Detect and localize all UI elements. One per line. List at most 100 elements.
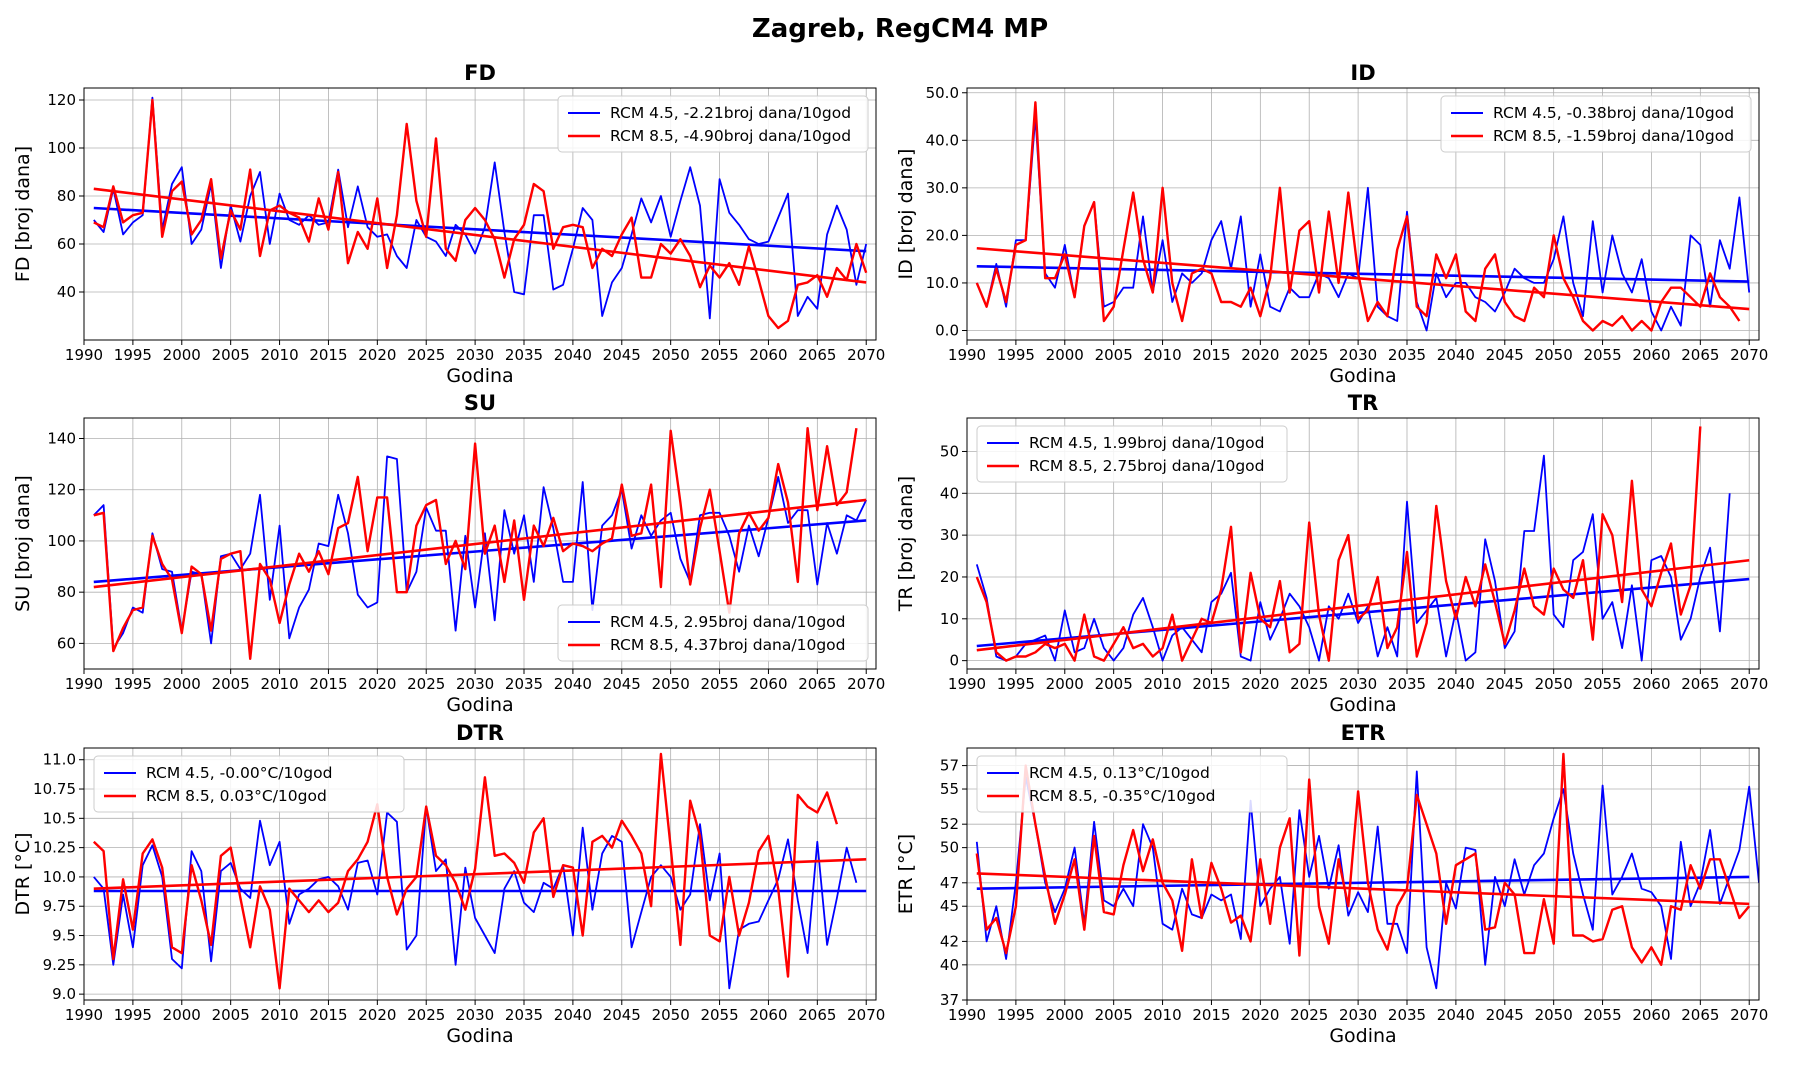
- x-tick-label: 2040: [554, 1006, 592, 1024]
- plot-frame: [966, 417, 1760, 670]
- x-tick-label: 2050: [1535, 1006, 1573, 1024]
- x-axis-label: Godina: [446, 694, 513, 716]
- series-rcm85: [93, 98, 868, 330]
- x-tick-label: 1995: [997, 1006, 1035, 1024]
- figure-title: Zagreb, RegCM4 MP: [751, 14, 1049, 44]
- series-line: [975, 752, 1751, 966]
- x-tick-label: 2000: [1046, 675, 1084, 693]
- series-line: [93, 805, 858, 990]
- x-tick-label: 2045: [1486, 1006, 1524, 1024]
- x-tick-label: 2020: [358, 675, 396, 693]
- x-tick-label: 1990: [948, 346, 986, 364]
- x-tick-label: 2030: [456, 675, 494, 693]
- y-tick-label: 40: [940, 956, 959, 974]
- chart-etr: 1990 1995 2000 2005 2010 2015 2020 2025 2030 2035…: [895, 721, 1768, 1047]
- trend-line: [93, 858, 867, 890]
- x-tick-label: 2025: [1290, 675, 1328, 693]
- x-tick-label: 2010: [1143, 675, 1181, 693]
- series-line: [93, 96, 868, 320]
- x-tick-label: 2050: [652, 346, 690, 364]
- y-axis-label: ID [broj dana]: [895, 149, 917, 280]
- series-line: [93, 98, 868, 330]
- y-tick-label: 100: [47, 532, 76, 550]
- y-tick-label: 60: [57, 634, 76, 652]
- x-tick-label: 2005: [1095, 1006, 1133, 1024]
- x-tick-label: 2045: [603, 675, 641, 693]
- x-tick-label: 2000: [1046, 1006, 1084, 1024]
- y-tick-label: 10.0: [43, 868, 76, 886]
- y-tick-label: 20: [940, 568, 959, 586]
- plot-frame: [83, 87, 877, 341]
- grid: [966, 418, 1759, 669]
- x-tick-label: 2015: [309, 675, 347, 693]
- trend-line: [976, 872, 1750, 906]
- x-tick-label: 2055: [700, 1006, 738, 1024]
- x-tick-label: 2020: [1241, 1006, 1279, 1024]
- x-tick-label: 2015: [1192, 1006, 1230, 1024]
- plot-frame: [83, 417, 877, 670]
- x-tick-label: 2030: [1339, 675, 1377, 693]
- y-tick-label: 47: [940, 874, 959, 892]
- x-tick-label: 1995: [114, 346, 152, 364]
- legend-label: RCM 4.5, 0.13°C/10god: [1029, 764, 1210, 782]
- x-axis-label: Godina: [446, 365, 513, 387]
- y-tick-label: 57: [940, 757, 959, 775]
- series-rcm45: [975, 770, 1759, 990]
- x-tick-label: 2050: [652, 1006, 690, 1024]
- chart-fd: 1990 1995 2000 2005 2010 2015 2020 2025 2030 2035…: [12, 61, 885, 387]
- legend-label: RCM 8.5, -4.90broj dana/10god: [610, 127, 851, 145]
- series-rcm85: [92, 752, 867, 990]
- legend: RCM 4.5, 1.99broj dana/10god RCM 8.5, 2.7…: [976, 425, 1288, 483]
- x-tick-label: 2025: [407, 675, 445, 693]
- x-axis-label: Godina: [446, 1025, 513, 1047]
- chart-title: TR: [1348, 391, 1379, 415]
- x-tick-label: 2035: [505, 346, 543, 364]
- legend-box: [557, 95, 869, 153]
- x-tick-label: 1990: [65, 675, 103, 693]
- x-tick-label: 2055: [700, 346, 738, 364]
- x-axis-label: Godina: [1329, 1025, 1396, 1047]
- x-tick-label: 2060: [749, 675, 787, 693]
- x-tick-label: 1990: [65, 346, 103, 364]
- y-tick-label: 20.0: [926, 226, 959, 244]
- x-tick-label: 2020: [1241, 346, 1279, 364]
- y-tick-label: 10.25: [33, 839, 76, 857]
- legend: RCM 4.5, -2.21broj dana/10god RCM 8.5, -4…: [557, 95, 869, 153]
- x-tick-label: 2015: [309, 1006, 347, 1024]
- y-tick-label: 120: [47, 91, 76, 109]
- x-tick-label: 2035: [1388, 1006, 1426, 1024]
- legend-label: RCM 8.5, 0.03°C/10god: [146, 787, 327, 805]
- x-tick-label: 1995: [114, 1006, 152, 1024]
- x-tick-label: 2020: [1241, 675, 1279, 693]
- chart-dtr: 1990 1995 2000 2005 2010 2015 2020 2025 2030 2035…: [12, 721, 885, 1047]
- x-tick-label: 2030: [456, 1006, 494, 1024]
- legend-label: RCM 8.5, -0.35°C/10god: [1029, 787, 1215, 805]
- chart-id: 1990 1995 2000 2005 2010 2015 2020 2025 2030 2035…: [895, 61, 1768, 387]
- y-tick-label: 9.25: [43, 956, 76, 974]
- y-axis-label: TR [broj dana]: [895, 476, 917, 612]
- y-tick-label: 50: [940, 839, 959, 857]
- x-tick-label: 2035: [505, 675, 543, 693]
- x-tick-label: 2000: [163, 346, 201, 364]
- x-tick-label: 1990: [948, 675, 986, 693]
- legend-box: [1440, 95, 1752, 153]
- x-tick-label: 2025: [407, 1006, 445, 1024]
- y-tick-label: 9.75: [43, 897, 76, 915]
- x-tick-label: 2030: [456, 346, 494, 364]
- legend-label: RCM 4.5, 2.95broj dana/10god: [610, 613, 846, 631]
- x-tick-label: 2010: [260, 346, 298, 364]
- y-tick-label: 50: [940, 442, 959, 460]
- x-tick-label: 2025: [407, 346, 445, 364]
- x-tick-label: 2040: [1437, 1006, 1475, 1024]
- x-tick-label: 2070: [1730, 346, 1768, 364]
- x-tick-label: 2065: [1681, 1006, 1719, 1024]
- x-tick-label: 2060: [1632, 346, 1670, 364]
- x-tick-label: 2060: [1632, 1006, 1670, 1024]
- x-tick-label: 2060: [749, 1006, 787, 1024]
- y-tick-label: 10.75: [33, 780, 76, 798]
- x-tick-label: 2045: [1486, 346, 1524, 364]
- x-tick-label: 2055: [1583, 1006, 1621, 1024]
- trend-line: [93, 206, 867, 253]
- x-tick-label: 2050: [652, 675, 690, 693]
- y-tick-label: 30: [940, 526, 959, 544]
